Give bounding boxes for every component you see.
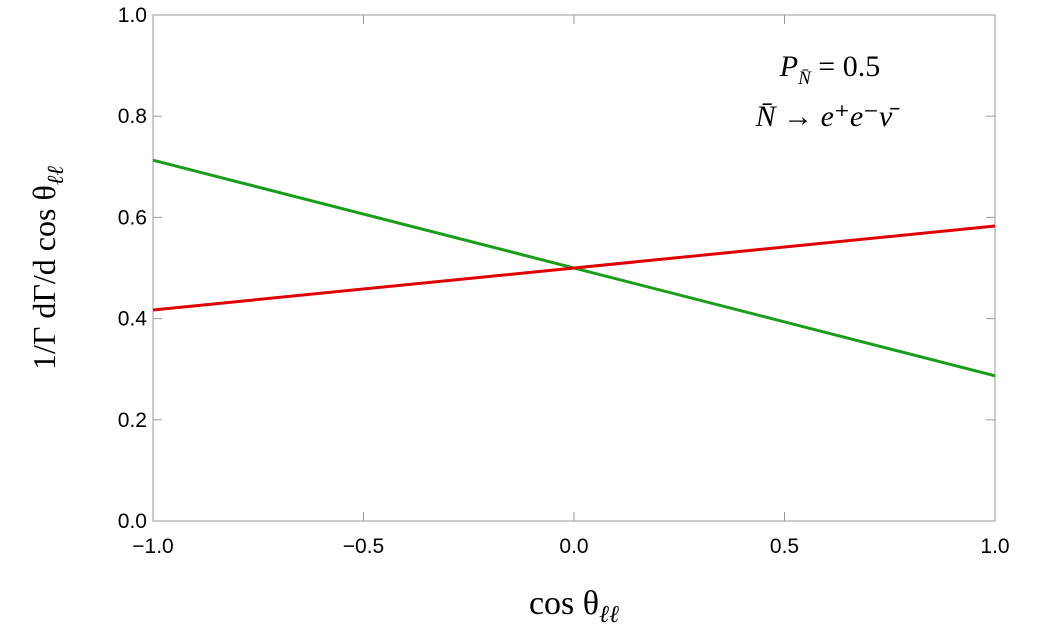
x-tick-label: 0.5 — [770, 535, 799, 558]
x-tick-label: 1.0 — [980, 535, 1009, 558]
annotation-rest: = 0.5 — [811, 50, 880, 83]
annotation-sub: N̄ — [797, 68, 812, 89]
y-tick-label: 0.2 — [118, 409, 147, 432]
annotation: N̄ → e⁺e⁻ν̄ — [755, 100, 901, 133]
y-tick-label: 0.4 — [118, 308, 148, 331]
y-label-sub: ℓℓ — [43, 166, 68, 186]
annotation: PN̄ = 0.5 — [779, 50, 880, 89]
y-tick-label: 1.0 — [118, 4, 147, 27]
x-label-sub: ℓℓ — [599, 602, 619, 628]
y-axis-label: 1/Γ dΓ/d cos θℓℓ — [26, 166, 68, 370]
x-axis-label: cos θℓℓ — [529, 585, 619, 628]
y-tick-label: 0.6 — [118, 206, 147, 229]
y-label-text: 1/Γ dΓ/d cos θ — [26, 185, 62, 370]
annotation-text: P — [779, 50, 798, 83]
y-tick-label: 0.8 — [118, 105, 147, 128]
x-tick-label: −0.5 — [343, 535, 384, 558]
y-tick-label: 0.0 — [118, 510, 147, 533]
x-tick-label: 0.0 — [559, 535, 588, 558]
series-line — [152, 224, 996, 312]
x-tick-label: −1.0 — [132, 535, 173, 558]
x-label-text: cos θ — [529, 585, 599, 622]
